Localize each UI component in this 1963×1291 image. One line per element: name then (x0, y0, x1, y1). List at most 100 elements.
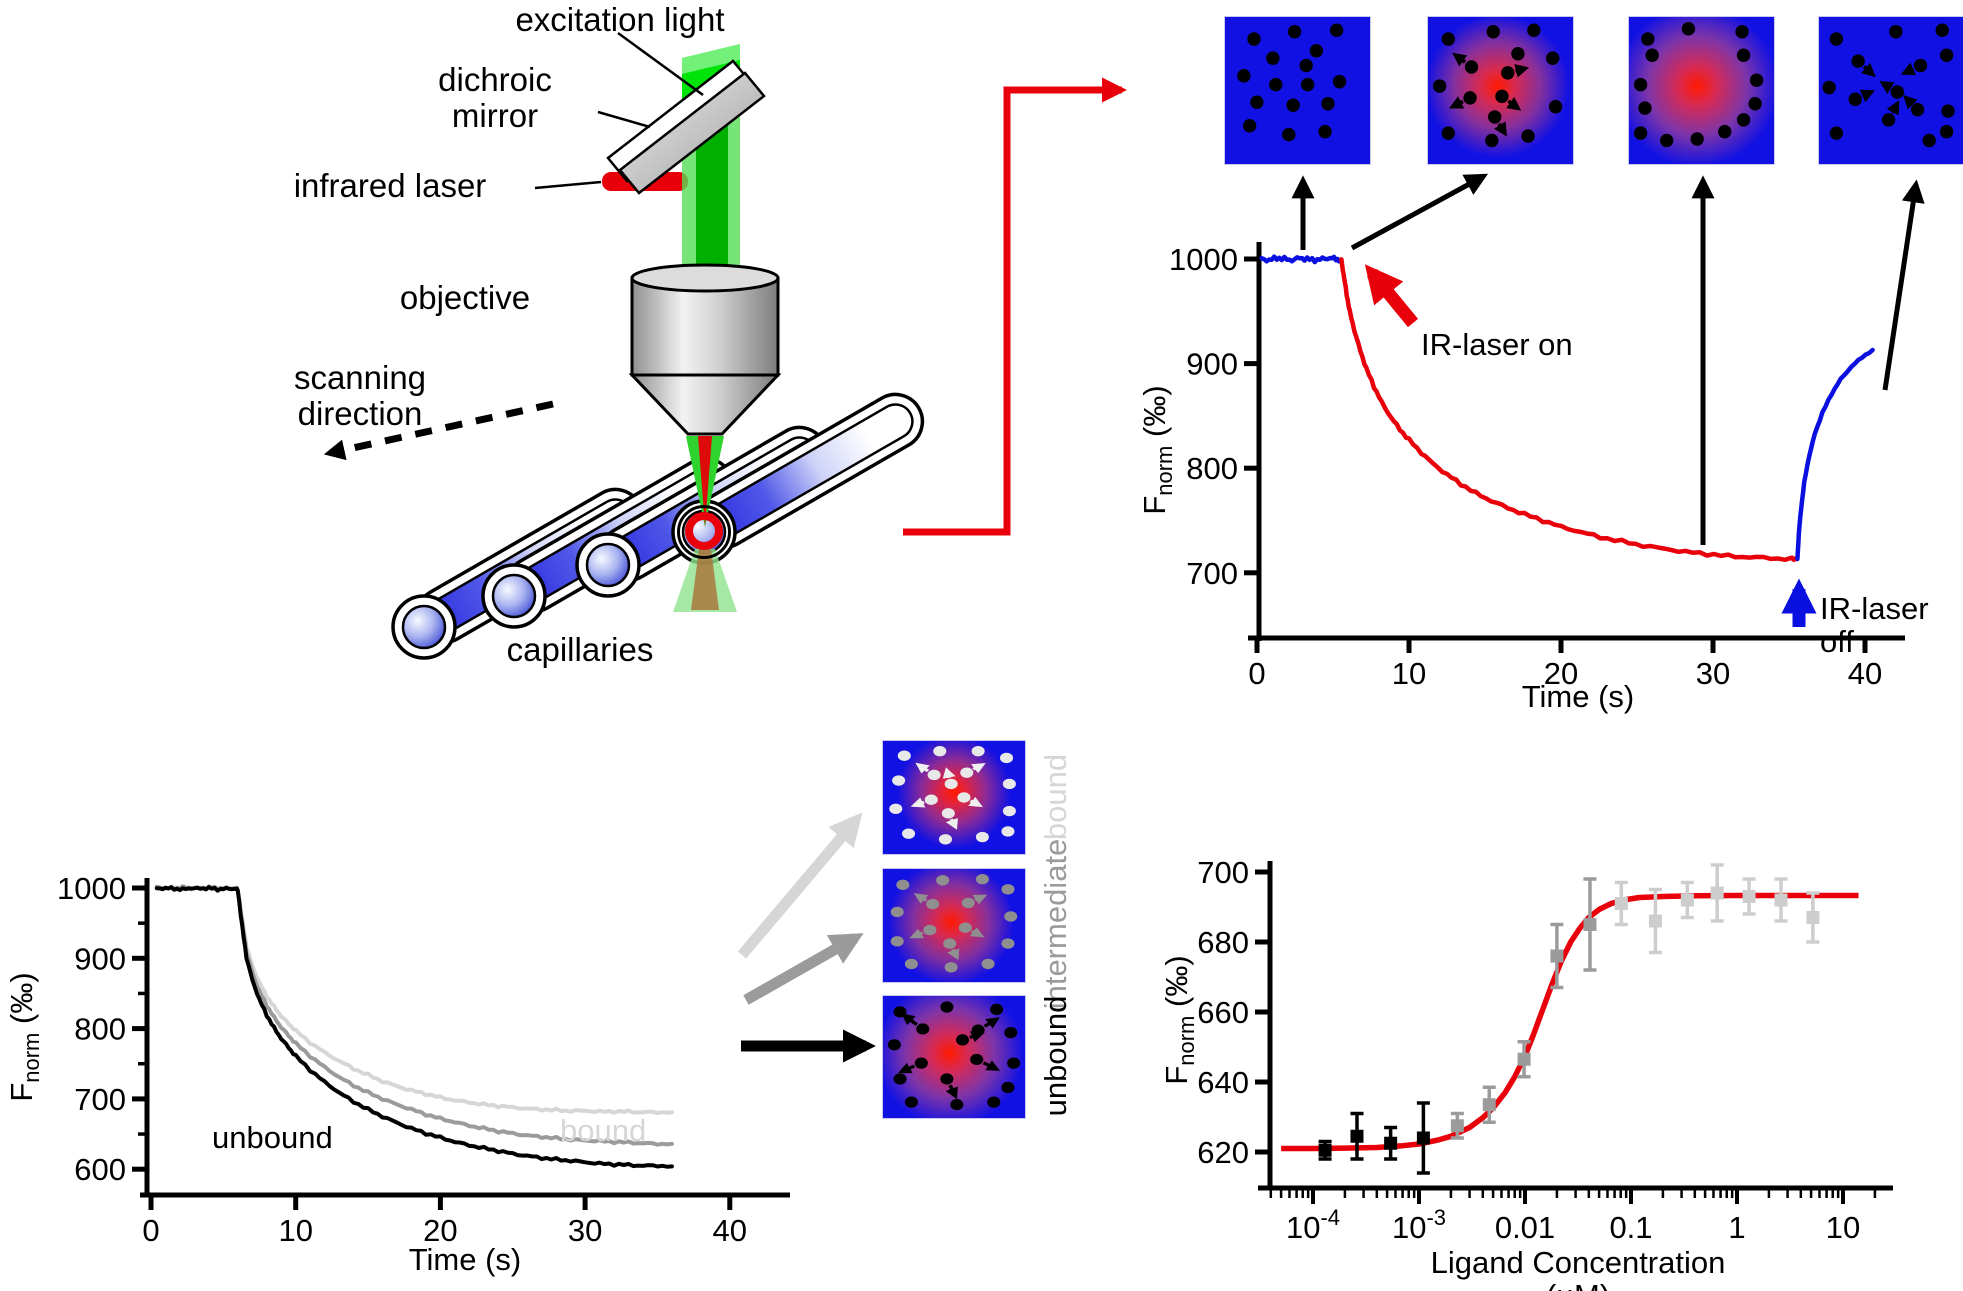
particle-motion-arrow (945, 818, 958, 830)
particle-dot (1488, 110, 1502, 124)
excitation-pointer-line (617, 31, 704, 97)
particle-motion-arrow (1506, 96, 1522, 111)
dose-ylabel: Fnorm (‰) (1159, 955, 1200, 1085)
sigmoid-fit-curve (1281, 892, 1859, 1152)
particle-motion-arrow (915, 762, 930, 774)
dose-xlabel: Ligand Concentration (µM) (1430, 1245, 1726, 1291)
objective-lens (628, 263, 782, 436)
particle-dot (940, 1073, 954, 1085)
focus-cone-red (698, 436, 712, 527)
data-point (1614, 880, 1628, 927)
particle-motion-arrow (970, 763, 986, 774)
particle-dot (957, 792, 971, 803)
tick-label: 10-4 (1286, 1205, 1340, 1245)
ir-laser-on-label: IR-laser on (1421, 327, 1573, 362)
particle-dot (936, 875, 950, 886)
binding-ylabel: Fnorm (‰) (4, 972, 45, 1102)
particle-motion-arrow (1452, 52, 1468, 67)
tick-label: 700 (1186, 556, 1238, 591)
particle-dot (923, 924, 937, 936)
infrared-laser-label: infrared laser (293, 167, 487, 204)
particle-dot (1736, 48, 1751, 62)
inset-particles (887, 1001, 1021, 1111)
particle-dot (926, 898, 940, 910)
particle-dot (1939, 124, 1954, 139)
data-point (1517, 1040, 1531, 1079)
particle-dot (1441, 126, 1455, 140)
arrow-to-bound-inset (737, 812, 863, 959)
tick-label: 0.1 (1609, 1210, 1652, 1245)
particle-dot (1735, 24, 1749, 39)
inset-bound-state (882, 740, 1026, 855)
particle-dot (1286, 98, 1300, 112)
particle-dot (1633, 126, 1648, 140)
data-point (1680, 880, 1694, 920)
particle-dot (889, 803, 903, 814)
particle-dot (941, 808, 955, 819)
data-point (1384, 1125, 1398, 1161)
data-point (1774, 877, 1788, 923)
particle-dot (1237, 69, 1251, 83)
data-point (1318, 1139, 1332, 1161)
data-point (1416, 1101, 1430, 1175)
particle-dot (1485, 133, 1499, 148)
particle-dot (1718, 124, 1732, 139)
particle-dot (1329, 23, 1344, 37)
mst-xlabel: Time (s) (1521, 679, 1635, 714)
trace-initial-fluorescence-ir-off (1259, 254, 1343, 265)
particle-dot (1851, 54, 1865, 68)
data-point (1350, 1111, 1364, 1161)
objective-label: objective (399, 279, 531, 316)
tick-label: 10 (1826, 1210, 1860, 1245)
trace-to-inset-arrows (1291, 173, 1925, 545)
particle-dot (1486, 24, 1500, 39)
data-point (1482, 1085, 1496, 1124)
particle-motion-arrow (910, 797, 926, 808)
inset-uniform-distribution (1224, 16, 1371, 165)
particle-dot (1463, 91, 1477, 105)
particle-dot (1527, 23, 1541, 37)
tick-label: 1000 (57, 871, 126, 906)
particle-dot (1681, 21, 1696, 36)
particle-motion-arrow (1861, 62, 1876, 78)
particle-motion-arrow (969, 927, 985, 938)
particle-motion-arrow (909, 928, 925, 939)
particle-dot (914, 1057, 928, 1069)
particle-dot (1004, 1026, 1018, 1039)
tick-label: 1 (1728, 1210, 1745, 1245)
particle-dot (940, 1001, 954, 1013)
particle-motion-arrow (1903, 94, 1918, 110)
particle-dot (943, 938, 957, 949)
tick-label: 640 (1197, 1065, 1249, 1100)
particle-dot (1736, 113, 1751, 127)
particle-dot (890, 906, 904, 918)
unbound-curve-label: unbound (212, 1120, 333, 1155)
particle-dot (1641, 32, 1655, 46)
particle-dot (1266, 51, 1280, 65)
dichroic-mirror (618, 71, 766, 195)
data-point (1710, 863, 1724, 923)
particle-dot (1935, 23, 1949, 37)
particle-dot (1001, 1081, 1015, 1094)
particle-motion-arrow (969, 1031, 985, 1043)
trace-unbound (154, 885, 674, 1169)
tick-label: 40 (713, 1213, 747, 1248)
ir-laser-off-label: IR-laser off (1820, 591, 1929, 660)
trace-intermediate (154, 884, 674, 1147)
binding-xlabel: Time (s) (408, 1242, 522, 1277)
particle-dot (1001, 884, 1015, 895)
particle-dot (1939, 48, 1954, 62)
tick-label: 800 (74, 1012, 126, 1047)
particle-motion-arrow (901, 1013, 918, 1026)
particle-dot (1829, 32, 1844, 46)
trace-thermophoresis-ir-on (1339, 257, 1799, 563)
particle-dot (944, 778, 958, 790)
tick-label: 620 (1197, 1135, 1249, 1170)
inset-particles (1633, 21, 1764, 148)
bound-curve-label: bound (560, 1113, 647, 1148)
particle-dot (1913, 58, 1928, 73)
dichroic-mirror-label: dichroic mirror (438, 61, 552, 134)
particle-dot (1633, 77, 1648, 92)
